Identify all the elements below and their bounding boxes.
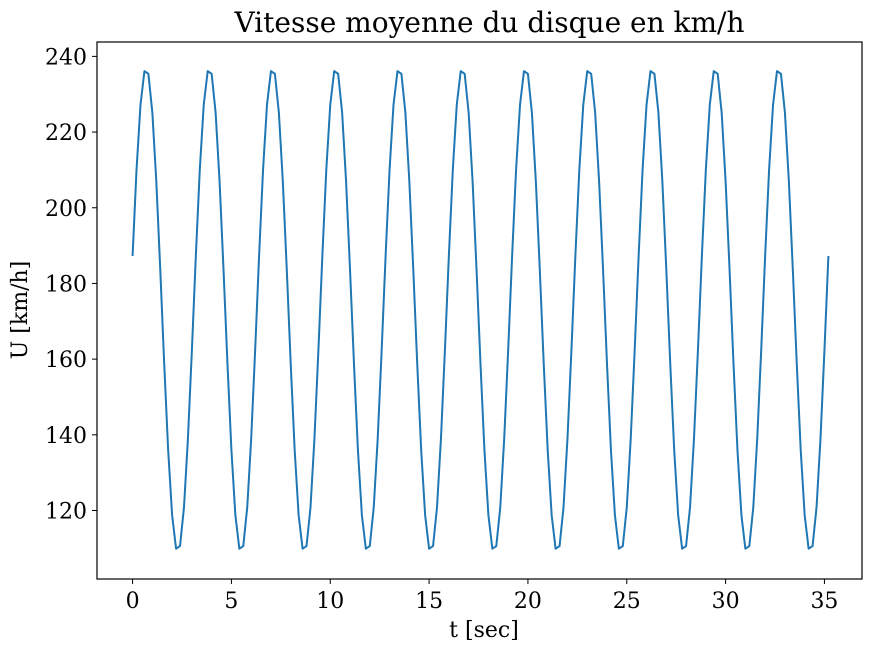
y-axis: 120 140 160 180 200 220 240: [45, 45, 97, 525]
y-tick-label: 160: [45, 348, 87, 373]
x-tick-label: 30: [712, 589, 740, 614]
plot-area: [97, 42, 862, 579]
x-axis: 0 5 10 15 20 25 30 35: [126, 579, 838, 614]
chart-title: Vitesse moyenne du disque en km/h: [233, 6, 744, 39]
x-axis-label: t [sec]: [449, 618, 519, 643]
x-tick-label: 35: [810, 589, 838, 614]
y-tick-label: 220: [45, 121, 87, 146]
y-tick-label: 140: [45, 424, 87, 449]
y-tick-label: 120: [45, 500, 87, 525]
x-tick-label: 20: [514, 589, 542, 614]
x-tick-label: 10: [316, 589, 344, 614]
x-tick-label: 0: [126, 589, 140, 614]
x-tick-label: 15: [415, 589, 443, 614]
x-tick-label: 5: [224, 589, 238, 614]
y-axis-label: U [km/h]: [8, 261, 33, 359]
y-tick-label: 180: [45, 272, 87, 297]
series-line: [131, 70, 830, 550]
x-tick-label: 25: [613, 589, 641, 614]
y-tick-label: 240: [45, 45, 87, 70]
y-tick-label: 200: [45, 197, 87, 222]
plot-frame: [96, 41, 863, 580]
series-layer: [131, 70, 830, 550]
